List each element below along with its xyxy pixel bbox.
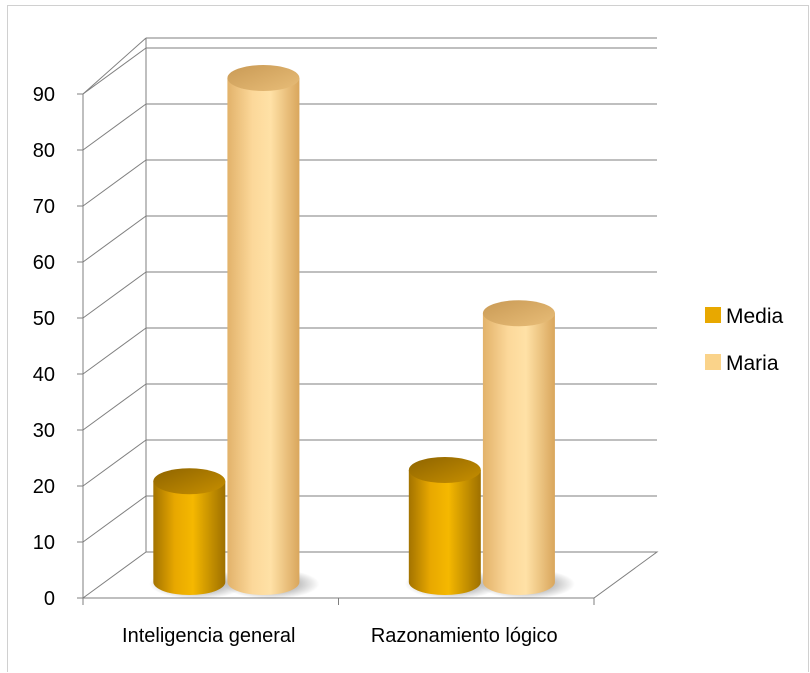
legend-label-media: Media xyxy=(726,305,784,328)
y-tick-label: 10 xyxy=(33,532,55,554)
y-tick-label: 40 xyxy=(33,364,55,386)
y-tick-label: 90 xyxy=(33,84,55,106)
y-tick-label: 0 xyxy=(44,588,55,610)
bar-top xyxy=(408,457,481,483)
legend-label-maria: Maria xyxy=(726,352,779,375)
bars xyxy=(149,65,575,599)
bar-body xyxy=(408,470,481,596)
bar-media-1 xyxy=(149,468,246,599)
gridline-side xyxy=(82,47,147,95)
bar-body xyxy=(227,78,300,596)
gridline-side xyxy=(82,439,147,487)
x-tick-label: Inteligencia general xyxy=(122,625,295,647)
bar-body xyxy=(482,313,555,596)
gridline-side xyxy=(82,495,147,543)
y-tick-label: 50 xyxy=(33,308,55,330)
y-tick-label: 30 xyxy=(33,420,55,442)
axes xyxy=(77,93,595,605)
x-tick-labels: Inteligencia general Razonamiento lógico xyxy=(122,625,558,647)
legend: Media Maria xyxy=(705,305,784,375)
bar-maria-1 xyxy=(223,65,320,599)
y-tick-label: 70 xyxy=(33,196,55,218)
gridline-side xyxy=(82,327,147,375)
gridline-side xyxy=(82,271,147,319)
gridlines xyxy=(82,47,657,543)
y-tick-label: 80 xyxy=(33,140,55,162)
gridline-side xyxy=(82,215,147,263)
gridline-side xyxy=(82,159,147,207)
bar-body xyxy=(153,481,226,596)
y-tick-labels: 0 10 20 30 40 50 60 70 80 90 xyxy=(33,84,55,610)
side-wall-top-edge xyxy=(82,37,147,95)
bar-top xyxy=(482,300,555,327)
y-tick-label: 60 xyxy=(33,252,55,274)
y-tick-label: 20 xyxy=(33,476,55,498)
bar-top xyxy=(227,65,300,91)
bar-top xyxy=(153,468,226,495)
chart-frame xyxy=(7,5,809,672)
bar-media-2 xyxy=(404,457,501,599)
x-tick-label: Razonamiento lógico xyxy=(371,625,558,647)
bar-maria-2 xyxy=(478,300,575,599)
gridline-side xyxy=(82,383,147,431)
legend-swatch-media xyxy=(705,307,721,323)
legend-swatch-maria xyxy=(705,354,721,370)
gridline-side xyxy=(82,103,147,151)
